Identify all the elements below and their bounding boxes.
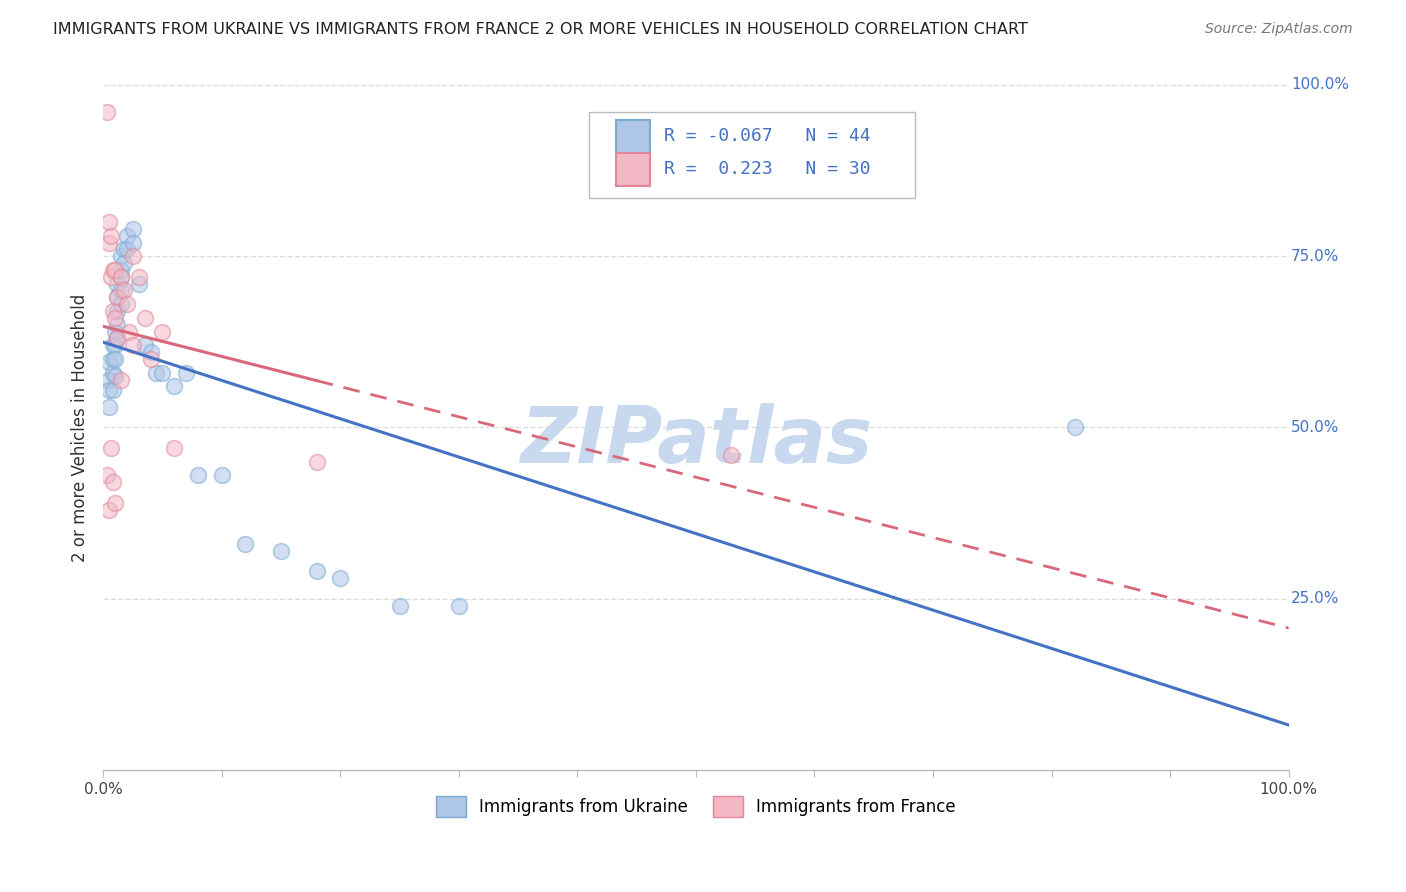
Point	[104, 325, 127, 339]
Point	[110, 297, 132, 311]
Text: ZIPatlas: ZIPatlas	[520, 403, 872, 479]
Point	[105, 304, 128, 318]
Point	[447, 599, 470, 613]
Point	[121, 249, 143, 263]
Point	[104, 369, 127, 384]
Point	[305, 565, 328, 579]
Point	[128, 277, 150, 291]
Point	[100, 269, 122, 284]
Point	[114, 243, 136, 257]
Point	[101, 383, 124, 397]
Y-axis label: 2 or more Vehicles in Household: 2 or more Vehicles in Household	[72, 293, 89, 562]
Point	[114, 284, 136, 298]
Point	[139, 351, 162, 366]
Text: IMMIGRANTS FROM UKRAINE VS IMMIGRANTS FROM FRANCE 2 OR MORE VEHICLES IN HOUSEHOL: IMMIGRANTS FROM UKRAINE VS IMMIGRANTS FR…	[53, 22, 1028, 37]
Point	[134, 338, 156, 352]
Point	[720, 448, 742, 462]
Point	[101, 351, 124, 366]
Point	[105, 290, 128, 304]
Point	[105, 331, 128, 345]
Point	[115, 243, 138, 257]
Point	[98, 383, 121, 397]
Point	[270, 543, 292, 558]
Text: 25.0%: 25.0%	[1291, 591, 1340, 607]
Point	[187, 468, 209, 483]
Point	[110, 372, 132, 386]
Point	[101, 304, 124, 318]
Point	[96, 105, 118, 120]
Point	[104, 496, 127, 510]
Point	[388, 599, 411, 613]
Point	[104, 263, 127, 277]
Point	[100, 228, 122, 243]
Point	[115, 228, 138, 243]
Point	[100, 441, 122, 455]
Text: Source: ZipAtlas.com: Source: ZipAtlas.com	[1205, 22, 1353, 37]
Point	[98, 502, 121, 516]
Point	[211, 468, 233, 483]
Point	[104, 351, 127, 366]
Point	[101, 475, 124, 490]
Point	[98, 372, 121, 386]
Point	[105, 277, 128, 291]
Point	[104, 310, 127, 325]
Point	[114, 256, 136, 270]
Point	[110, 249, 132, 263]
Point	[101, 366, 124, 380]
Point	[98, 215, 121, 229]
Point	[115, 297, 138, 311]
Text: 75.0%: 75.0%	[1291, 249, 1340, 264]
Point	[110, 269, 132, 284]
Point	[118, 325, 141, 339]
Text: R = -0.067   N = 44: R = -0.067 N = 44	[664, 128, 870, 145]
Text: R =  0.223   N = 30: R = 0.223 N = 30	[664, 161, 870, 178]
Point	[98, 400, 121, 414]
Point	[105, 290, 128, 304]
Point	[110, 284, 132, 298]
Point	[235, 537, 257, 551]
FancyBboxPatch shape	[589, 112, 915, 198]
Point	[1064, 420, 1087, 434]
Point	[329, 571, 352, 585]
Point	[163, 379, 186, 393]
Point	[145, 366, 167, 380]
Point	[105, 318, 128, 332]
Text: 100.0%: 100.0%	[1291, 78, 1348, 93]
Point	[152, 366, 174, 380]
Point	[110, 263, 132, 277]
Point	[174, 366, 197, 380]
Legend: Immigrants from Ukraine, Immigrants from France: Immigrants from Ukraine, Immigrants from…	[429, 789, 963, 823]
Point	[134, 310, 156, 325]
Point	[152, 325, 174, 339]
Point	[104, 338, 127, 352]
Point	[121, 222, 143, 236]
Point	[98, 235, 121, 250]
Point	[110, 269, 132, 284]
Point	[101, 263, 124, 277]
Point	[128, 269, 150, 284]
Point	[121, 235, 143, 250]
Point	[139, 345, 162, 359]
Point	[121, 338, 143, 352]
Point	[96, 468, 118, 483]
Text: 50.0%: 50.0%	[1291, 420, 1340, 435]
Point	[98, 355, 121, 369]
Point	[105, 331, 128, 345]
Point	[101, 338, 124, 352]
FancyBboxPatch shape	[616, 153, 650, 186]
Point	[305, 455, 328, 469]
FancyBboxPatch shape	[616, 120, 650, 153]
Point	[163, 441, 186, 455]
